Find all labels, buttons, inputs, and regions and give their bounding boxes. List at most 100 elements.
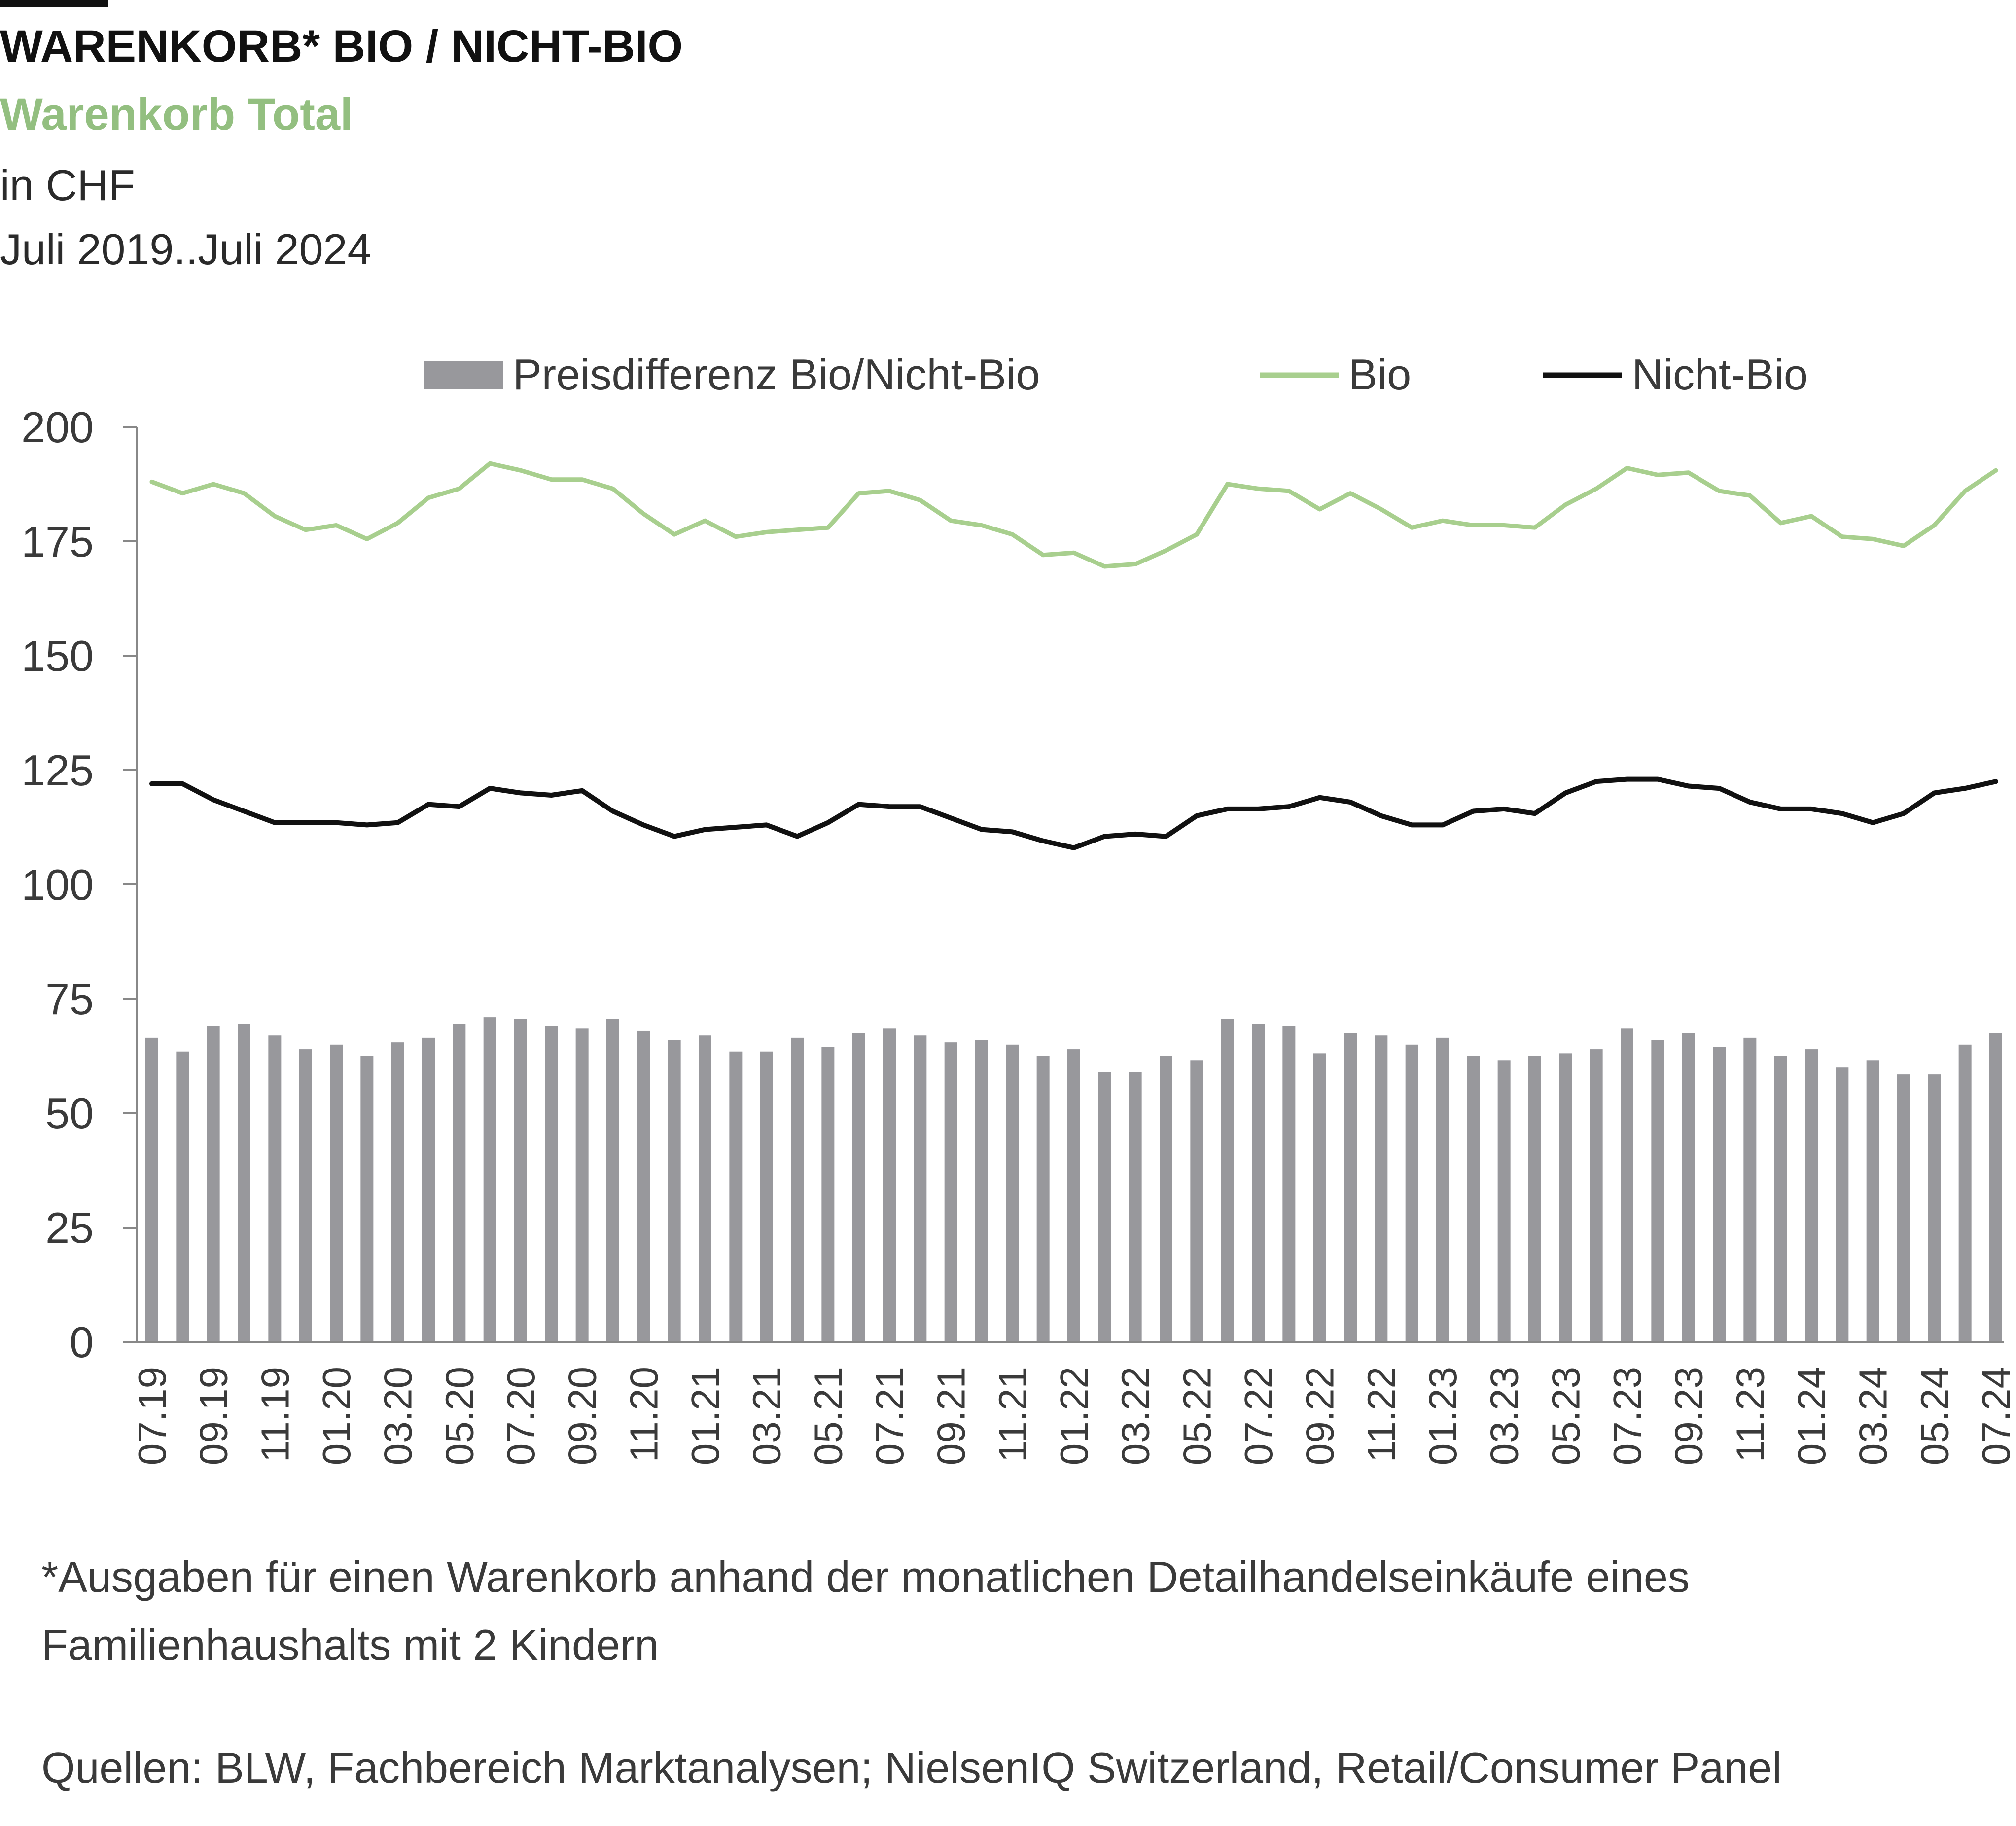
y-tick-label: 25 [45,1203,94,1252]
bar-mark [1621,1028,1633,1342]
bar-mark [1713,1047,1726,1342]
bar-mark [422,1037,435,1342]
bar-mark [1129,1072,1142,1342]
x-tick-label: 05.20 [437,1367,481,1465]
bar-mark [299,1049,312,1342]
bar-mark [944,1042,957,1342]
x-tick-label: 03.20 [376,1367,420,1465]
bar-mark [1160,1056,1172,1342]
bar-mark [1958,1044,1972,1342]
legend-label-nicht-bio: Nicht-Bio [1632,350,1808,399]
bar-mark [1467,1056,1480,1342]
x-tick-label: 07.21 [868,1367,912,1465]
unit-label: in CHF [0,161,135,210]
bar-mark [1282,1026,1296,1342]
y-tick-label: 100 [21,860,94,909]
bar-mark [176,1051,189,1342]
y-tick-label: 175 [21,517,94,566]
x-tick-label: 07.22 [1237,1367,1280,1465]
bar-mark [1866,1060,1879,1342]
bar-mark [883,1028,896,1342]
bar-mark [1774,1056,1787,1342]
bar-mark [1559,1053,1572,1342]
bar-mark [575,1028,589,1342]
y-tick-label: 50 [45,1089,94,1138]
bar-mark [1528,1056,1541,1342]
bar-mark [1221,1019,1234,1342]
x-tick-label: 11.23 [1728,1367,1772,1462]
x-tick-label: 11.20 [622,1367,666,1462]
bar-line-chart: Preisdifferenz Bio/Nicht-Bio Bio Nicht-B… [21,350,2016,1465]
bar-mark [1375,1035,1388,1342]
legend-label-bio: Bio [1348,350,1411,399]
bar-mark [1067,1049,1080,1342]
bar-mark [1928,1074,1941,1342]
bar-mark [453,1024,466,1342]
bar-mark [360,1056,374,1342]
x-tick-label: 05.22 [1175,1367,1219,1465]
x-tick-label: 09.22 [1298,1367,1342,1465]
bar-mark [483,1017,496,1342]
footnote: *Ausgaben für einen Warenkorb anhand der… [41,1552,1690,1669]
x-tick-label: 01.23 [1421,1367,1465,1465]
bar-mark [1252,1024,1265,1342]
bio-series-line [149,461,1998,569]
bar-mark [1405,1044,1418,1342]
y-tick-label: 125 [21,746,94,795]
x-axis: 07.19 09.19 11.19 01.20 03.20 05.20 07.20 09.20… [130,1341,2016,1465]
x-tick-label: 07.23 [1605,1367,1649,1465]
y-tick-label: 75 [45,975,94,1023]
bar-mark [1805,1049,1818,1342]
bar-mark [268,1035,282,1342]
period-label: Juli 2019..Juli 2024 [0,225,372,274]
bar-mark [975,1040,988,1342]
x-tick-label: 05.21 [806,1367,850,1465]
x-tick-label: 09.19 [192,1367,236,1465]
x-tick-label: 11.22 [1359,1367,1403,1462]
bar-mark [1989,1033,2002,1342]
x-tick-label: 09.20 [561,1367,604,1465]
x-tick-label: 07.19 [130,1367,174,1465]
x-tick-label: 09.21 [929,1367,973,1465]
legend-label-bars: Preisdifferenz Bio/Nicht-Bio [513,350,1040,399]
chart-subtitle: Warenkorb Total [0,89,353,140]
bar-mark [1590,1049,1603,1342]
x-tick-label: 03.24 [1851,1367,1895,1465]
bar-mark [914,1035,927,1342]
y-tick-label: 200 [21,403,94,452]
bar-mark [238,1024,250,1342]
bar-mark [699,1035,711,1342]
line-series [149,461,1998,850]
x-tick-label: 07.24 [1974,1367,2016,1465]
bar-mark [1006,1044,1019,1342]
y-axis: 0 25 50 75 100 125 150 175 200 [21,403,138,1367]
x-tick-label: 03.21 [745,1367,789,1465]
bar-mark [637,1030,650,1342]
y-tick-label: 0 [70,1318,94,1367]
x-tick-label: 11.19 [253,1367,297,1462]
bar-mark [821,1047,835,1342]
bar-mark [145,1037,158,1342]
bar-mark [1313,1053,1326,1342]
bar-mark [514,1019,527,1342]
bar-mark [606,1019,619,1342]
x-tick-label: 03.22 [1114,1367,1158,1465]
x-tick-label: 09.23 [1667,1367,1711,1465]
bar-mark [1682,1033,1695,1342]
bar-mark [1897,1074,1910,1342]
x-tick-label: 01.21 [683,1367,727,1465]
x-tick-label: 01.24 [1790,1367,1834,1465]
x-tick-label: 11.21 [990,1367,1034,1462]
bar-mark [1436,1037,1449,1342]
legend-swatch-bars [424,361,503,389]
bar-mark [1190,1060,1203,1342]
nicht-bio-series-line [149,776,1998,850]
y-tick-label: 150 [21,632,94,680]
bar-mark [207,1026,220,1342]
bar-mark [1344,1033,1357,1342]
bar-mark [391,1042,404,1342]
bar-mark [1836,1067,1849,1342]
x-tick-label: 05.24 [1912,1367,1956,1465]
x-tick-label: 01.20 [315,1367,358,1465]
bar-mark [1497,1060,1511,1342]
